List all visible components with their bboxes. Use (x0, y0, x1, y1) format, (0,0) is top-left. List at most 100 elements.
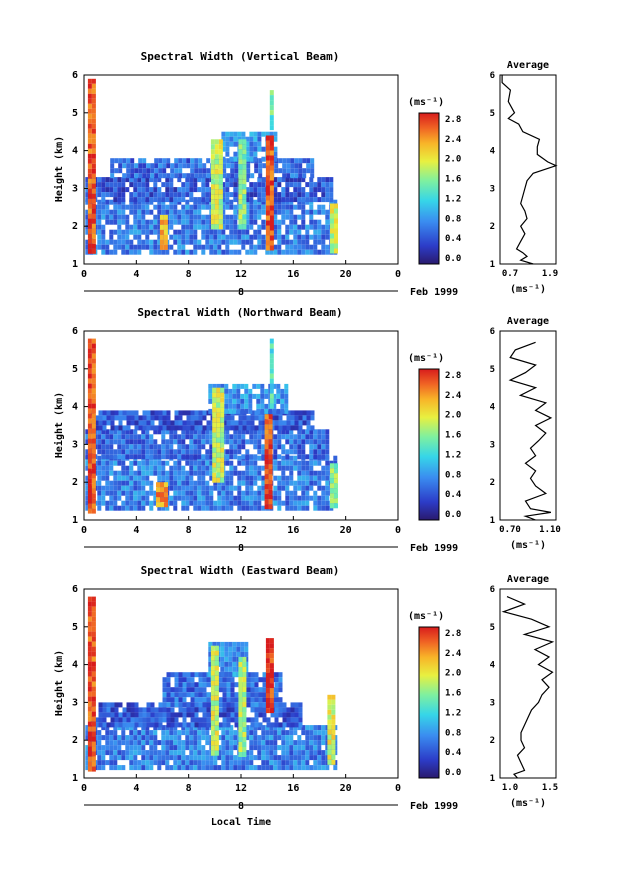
heatmap-cell (87, 433, 92, 439)
heatmap-cell (161, 199, 166, 205)
heatmap-cell (254, 687, 259, 693)
heatmap-cell (213, 244, 218, 250)
heatmap-cell (210, 745, 215, 751)
heatmap-cell (113, 192, 118, 198)
heatmap-cell (122, 415, 127, 421)
heatmap-cell (257, 234, 262, 240)
heatmap-cell (91, 183, 96, 189)
heatmap-cell (101, 234, 106, 240)
heatmap-cell (87, 503, 92, 509)
average-title: Average (507, 316, 549, 327)
heatmap-cell (202, 692, 207, 698)
heatmap-cell (125, 224, 130, 230)
heatmap-cell (193, 735, 198, 741)
height-axis-label: Height (km) (53, 650, 65, 716)
heatmap-cell (276, 393, 281, 399)
heatmap-cell (253, 249, 258, 255)
heatmap-cell (109, 765, 114, 771)
heatmap-cell (177, 187, 182, 193)
heatmap-cell (165, 755, 170, 761)
heatmap-cell (97, 745, 102, 751)
heatmap-cell (242, 722, 247, 727)
heatmap-cell (309, 475, 314, 481)
heatmap-cell (253, 725, 258, 731)
heatmap-cell (87, 408, 92, 414)
heatmap-cell (229, 470, 234, 476)
heatmap-cell (284, 383, 289, 389)
heatmap-cell (262, 687, 267, 693)
heatmap-cell (109, 177, 114, 183)
heatmap-cell (212, 452, 217, 458)
heatmap-cell (330, 243, 334, 249)
heatmap-cell (113, 470, 118, 476)
colorbar-tick-label: 0.0 (445, 254, 461, 264)
heatmap-cell (87, 228, 92, 234)
heatmap-cell (331, 734, 336, 740)
heatmap-cell (297, 229, 302, 235)
heatmap-cell (285, 249, 290, 255)
heatmap-cell (110, 717, 115, 723)
heatmap-cell (138, 415, 143, 421)
heatmap-cell (145, 454, 150, 460)
heatmap-cell (113, 740, 118, 746)
heatmap-cell (173, 199, 178, 205)
heatmap-cell (209, 244, 214, 250)
heatmap-cell (101, 460, 106, 466)
heatmap-cell (269, 245, 274, 251)
heatmap-cell (113, 505, 118, 511)
heatmap-cell (297, 249, 302, 255)
heatmap-cell (197, 495, 202, 501)
heatmap-cell (85, 239, 90, 245)
heatmap-cell (182, 692, 187, 698)
heatmap-cell (281, 434, 286, 440)
heatmap-cell (109, 214, 114, 220)
heatmap-cell (222, 415, 227, 421)
heatmap-cell (212, 477, 217, 483)
heatmap-cell (197, 239, 202, 245)
heatmap-cell (234, 722, 239, 728)
heatmap-cell (237, 495, 242, 501)
heatmap-cell (117, 209, 122, 215)
heatmap-cell (249, 730, 254, 736)
heatmap-cell (325, 465, 330, 471)
heatmap-cell (277, 730, 282, 736)
heatmap-cell (249, 485, 254, 491)
heatmap-cell (309, 219, 314, 225)
heatmap-cell (129, 197, 134, 203)
heatmap-cell (305, 439, 310, 445)
heatmap-cell (321, 429, 326, 435)
heatmap-cell (185, 434, 190, 440)
heatmap-cell (221, 214, 226, 220)
heatmap-cell (173, 239, 178, 245)
heatmap-cell (313, 755, 318, 761)
heatmap-cell (257, 244, 262, 250)
heatmap-cell (269, 235, 274, 241)
heatmap-cell (177, 730, 182, 736)
heatmap-cell (261, 204, 266, 210)
heatmap-cell (142, 415, 147, 421)
heatmap-cell (145, 434, 150, 440)
heatmap-cell (91, 701, 96, 707)
heatmap-cell (297, 475, 302, 481)
heatmap-cell (153, 219, 158, 225)
heatmap-cell (230, 702, 235, 708)
heatmap-cell (178, 692, 183, 698)
heatmap-cell (225, 244, 230, 250)
heatmap-cell (169, 244, 174, 250)
heatmap-cell (105, 209, 110, 215)
height-tick-label: 2 (72, 221, 78, 232)
heatmap-cell (305, 745, 310, 751)
heatmap-cell (109, 229, 114, 235)
heatmap-cell (317, 454, 322, 460)
heatmap-cell (87, 681, 92, 687)
heatmap-cell (185, 490, 190, 496)
heatmap-cell (134, 163, 139, 169)
heatmap-cell (110, 158, 115, 164)
heatmap-cell (185, 454, 190, 460)
heatmap-cell (85, 495, 90, 501)
heatmap-cell (153, 745, 158, 751)
heatmap-cell (201, 470, 206, 476)
heatmap-cell (91, 483, 96, 489)
heatmap-cell (137, 745, 142, 751)
heatmap-cell (113, 434, 118, 440)
